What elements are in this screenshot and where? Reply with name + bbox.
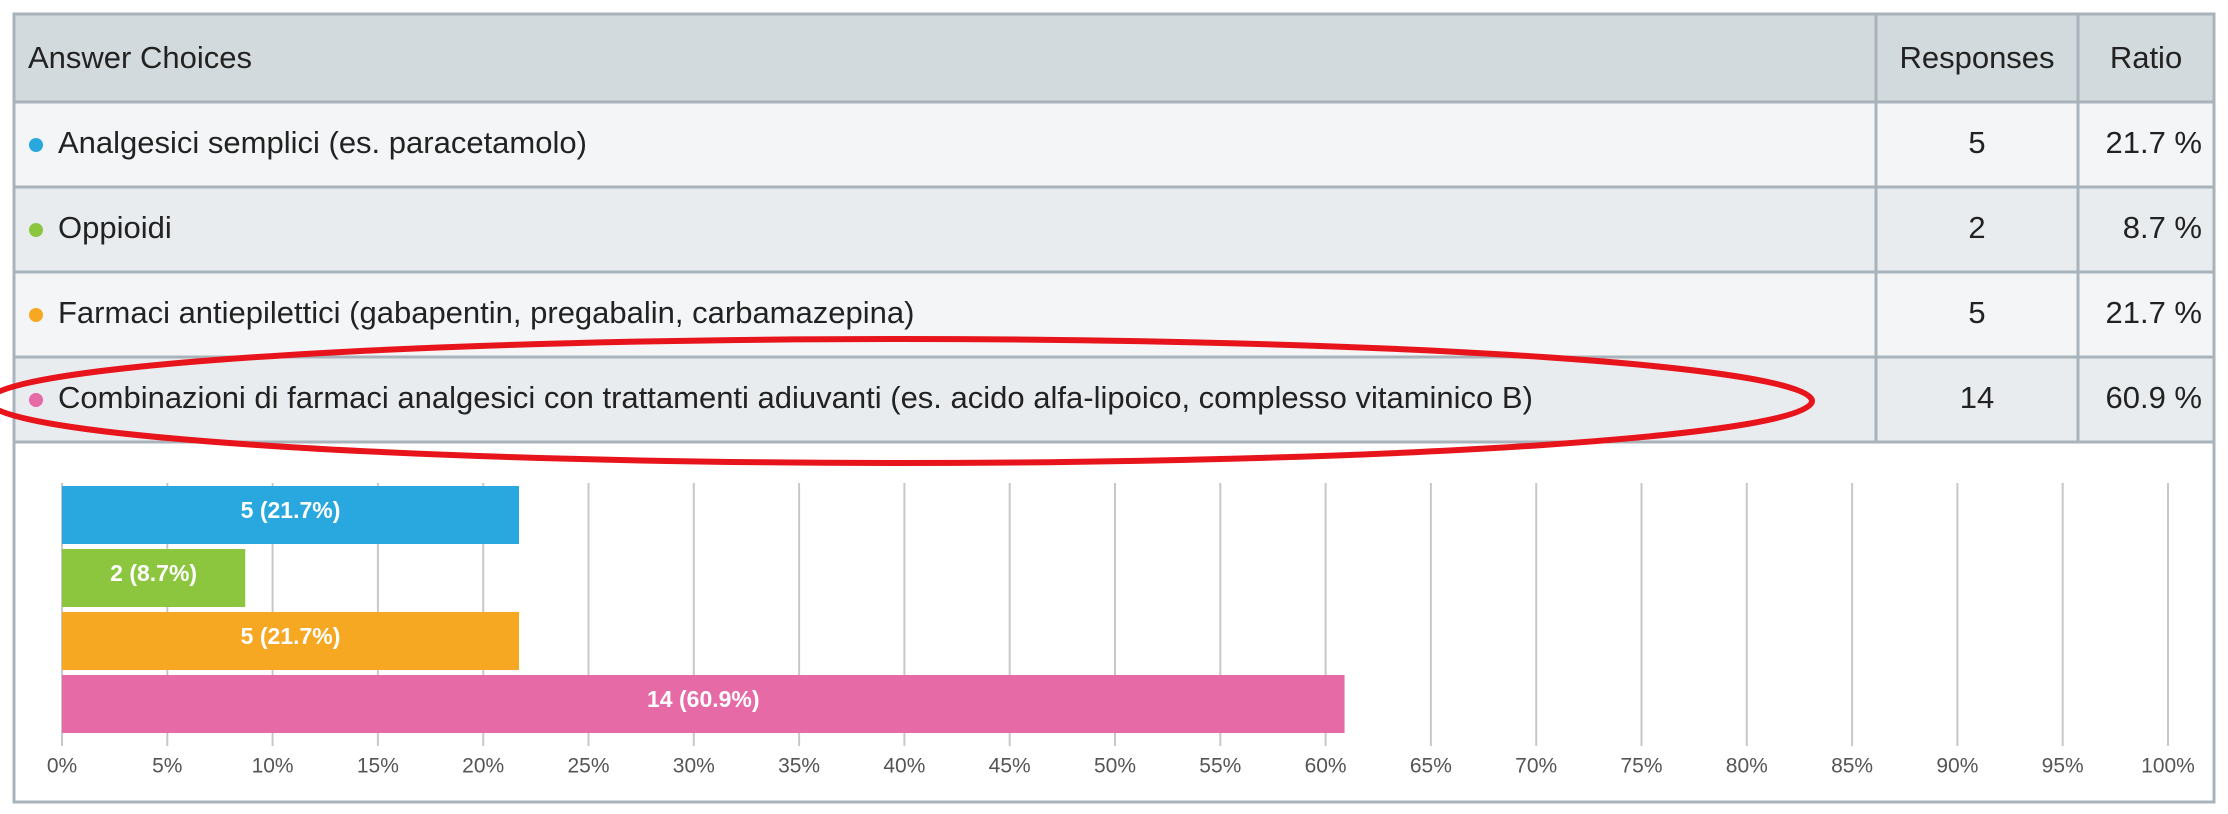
choice-dot [29,138,43,152]
choice-dot [29,308,43,322]
highlight-ellipse [0,336,1815,466]
x-tick-label: 40% [883,755,925,778]
responses-cell: 5 [1968,295,1985,330]
header-ratio: Ratio [2110,40,2182,75]
bar [62,612,520,670]
ratio-cell: 60.9 % [2105,380,2202,415]
ratio-cell: 21.7 % [2105,295,2202,330]
choice-label: Combinazioni di farmaci analgesici con t… [58,380,1533,415]
bar-value-label: 5 (21.7%) [241,623,341,649]
x-tick-label: 100% [2141,755,2195,778]
bar [62,549,246,607]
x-tick-label: 75% [1620,755,1662,778]
choice-dot [29,393,43,407]
x-tick-label: 0% [47,755,77,778]
table-row [12,100,2216,189]
table-row [12,185,2216,274]
x-tick-label: 50% [1094,755,1136,778]
x-tick-label: 25% [567,755,609,778]
ratio-cell: 8.7 % [2123,210,2202,245]
header-choice: Answer Choices [28,40,252,75]
responses-cell: 14 [1960,380,1994,415]
choice-dot [29,223,43,237]
table-row [12,270,2216,359]
bar-value-label: 14 (60.9%) [647,686,760,712]
bar [62,486,520,544]
x-tick-label: 35% [778,755,820,778]
x-tick-label: 85% [1831,755,1873,778]
x-tick-label: 65% [1410,755,1452,778]
x-tick-label: 90% [1936,755,1978,778]
x-tick-label: 80% [1726,755,1768,778]
x-tick-label: 30% [673,755,715,778]
x-tick-label: 20% [462,755,504,778]
choice-label: Farmaci antiepilettici (gabapentin, preg… [58,295,914,330]
bar-value-label: 2 (8.7%) [110,560,197,586]
ratio-cell: 21.7 % [2105,125,2202,160]
responses-cell: 2 [1968,210,1985,245]
header-row [12,12,2216,104]
table-row [12,355,2216,444]
choice-label: Oppioidi [58,210,172,245]
choice-label: Analgesici semplici (es. paracetamolo) [58,125,587,160]
x-tick-label: 55% [1199,755,1241,778]
x-tick-label: 70% [1515,755,1557,778]
bar-value-label: 5 (21.7%) [241,497,341,523]
bar [62,675,1345,733]
x-tick-label: 60% [1305,755,1347,778]
header-responses: Responses [1899,40,2054,75]
responses-cell: 5 [1968,125,1985,160]
x-tick-label: 10% [252,755,294,778]
x-tick-label: 15% [357,755,399,778]
x-tick-label: 95% [2042,755,2084,778]
x-tick-label: 5% [152,755,182,778]
x-tick-label: 45% [989,755,1031,778]
